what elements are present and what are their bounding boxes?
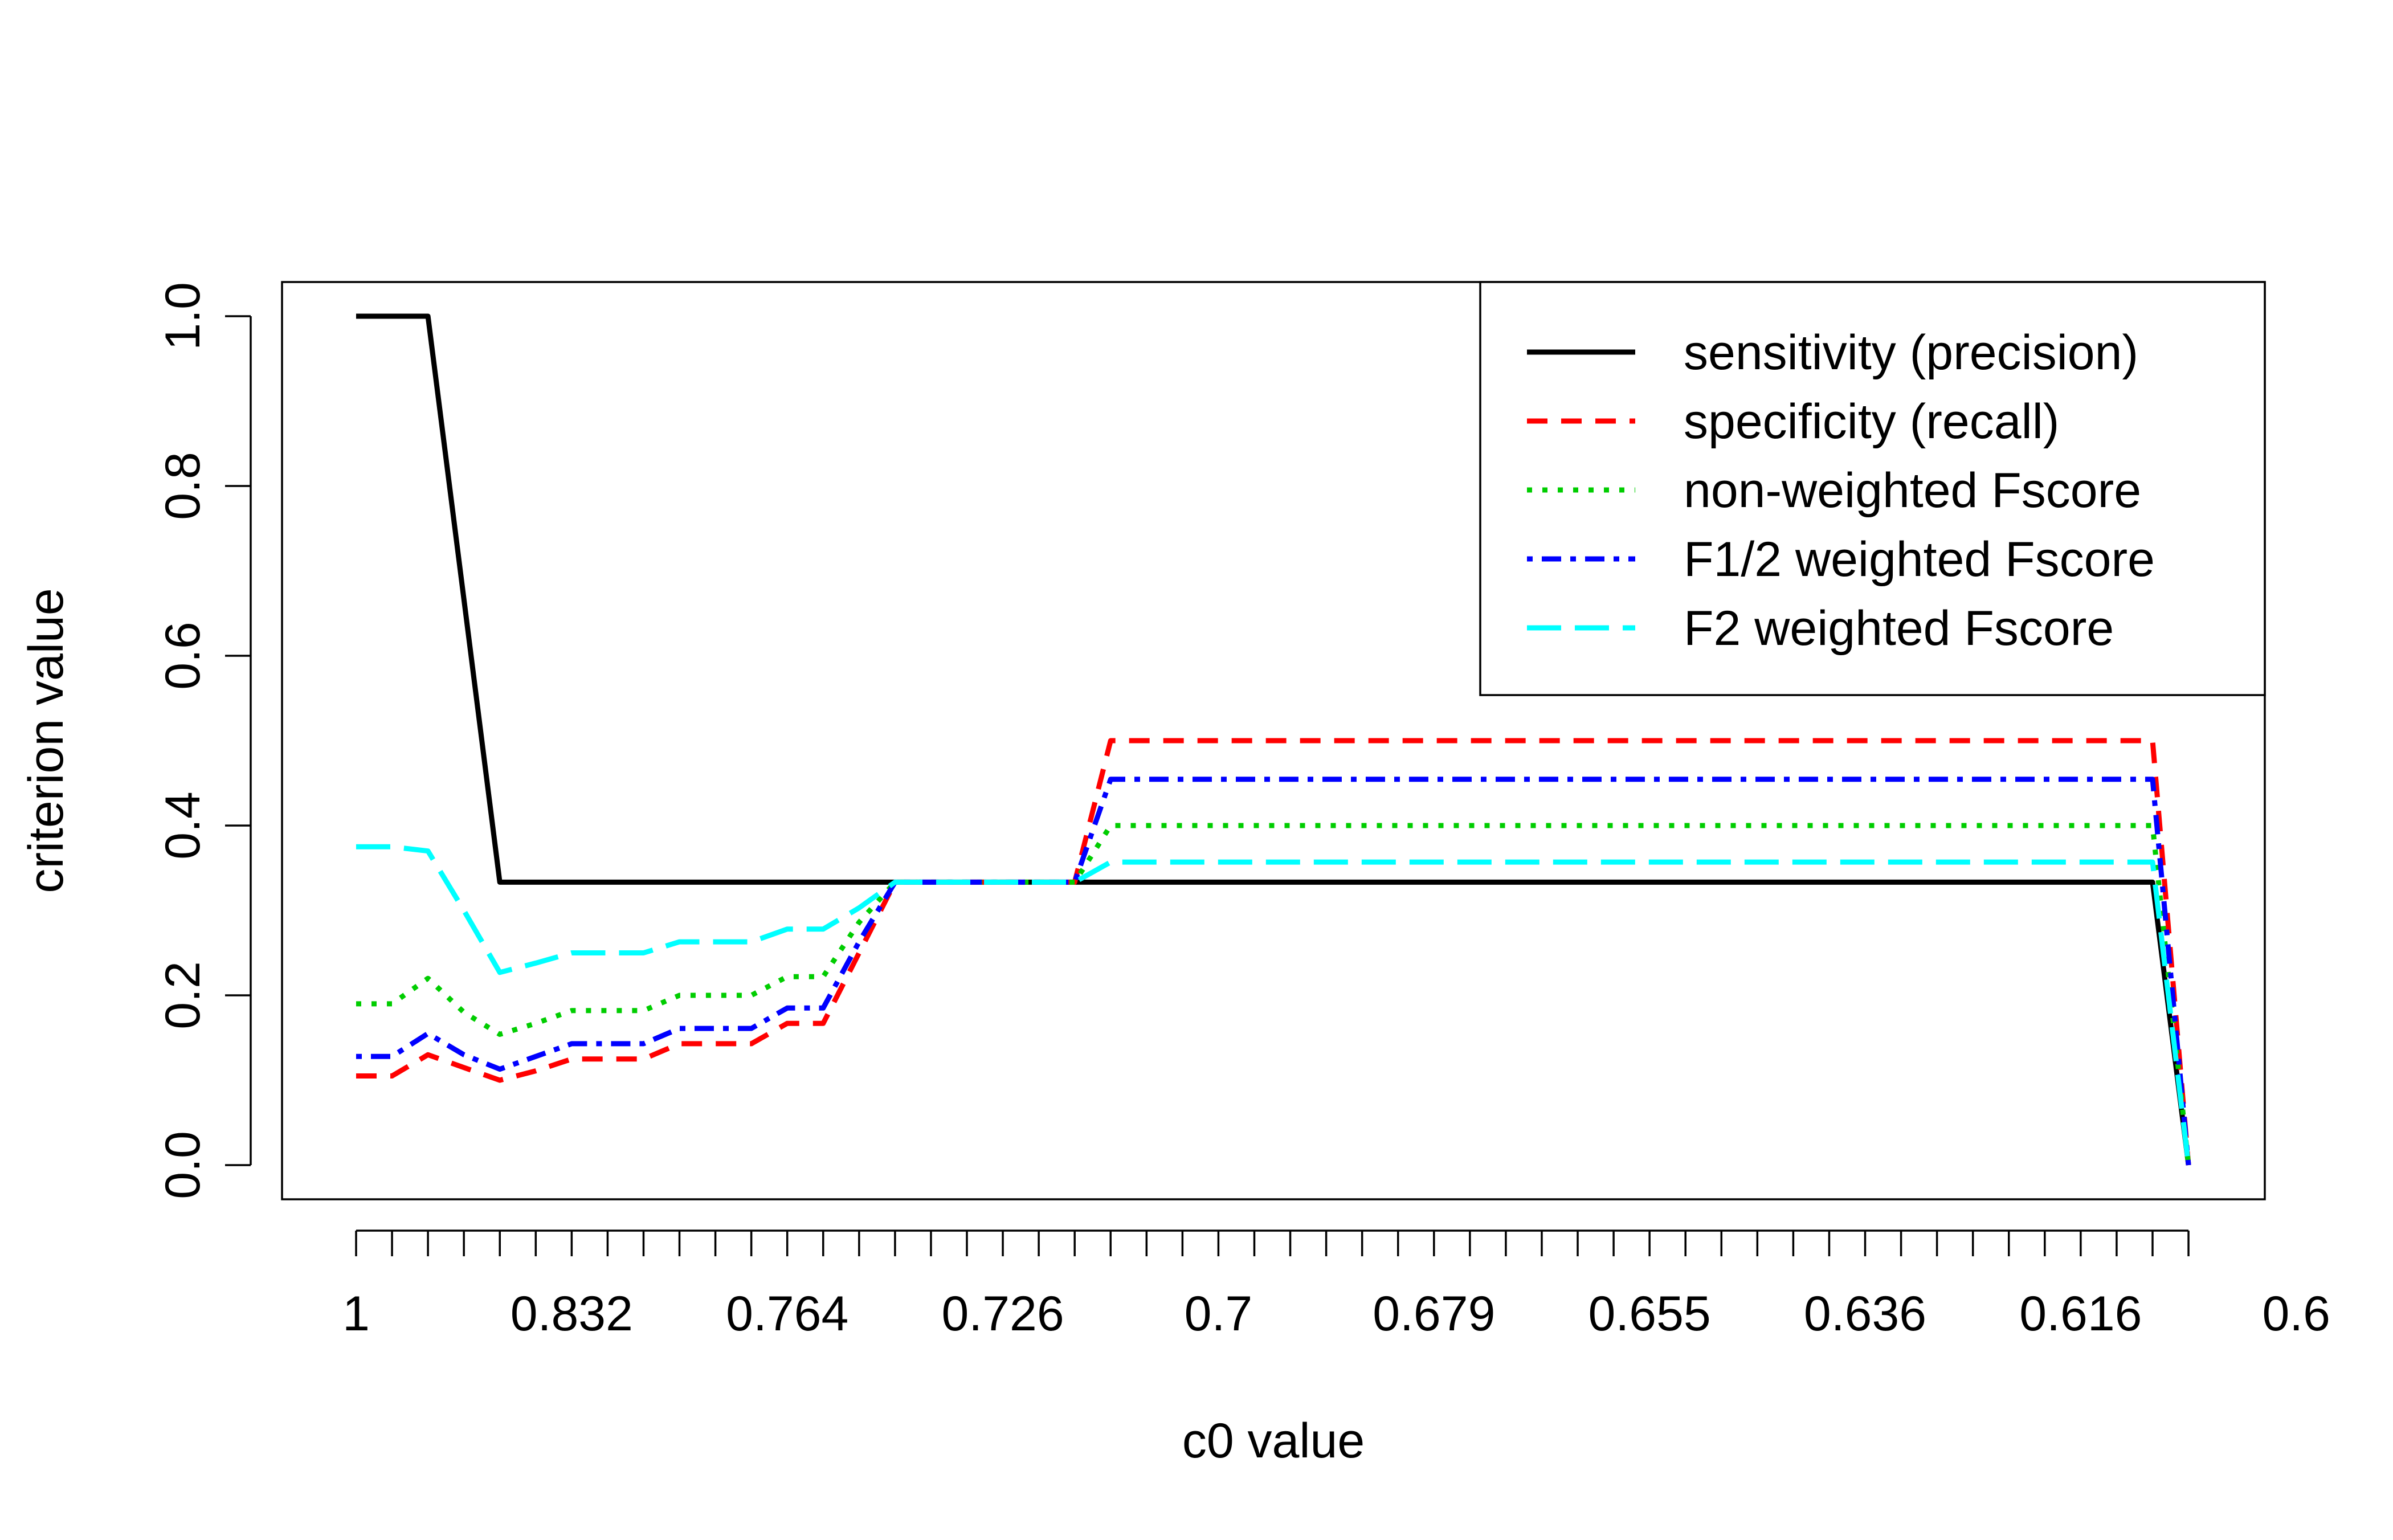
- x-tick-label: 1: [342, 1286, 370, 1341]
- plot-frame: [281, 281, 2266, 1200]
- series-line-2: [356, 738, 2191, 1166]
- x-tick-label: 0.655: [1588, 1286, 1711, 1341]
- series-line-5: [356, 844, 2191, 1166]
- x-tick-label: 0.6: [2262, 1286, 2330, 1341]
- legend-label: F2 weighted Fscore: [1684, 601, 2114, 656]
- y-tick-label: 1.0: [156, 282, 210, 350]
- series-line-3: [356, 823, 2191, 1166]
- x-tick-label: 0.832: [511, 1286, 633, 1341]
- x-axis: 1 0.832 0.764 0.726 0.7 0.679 0.655 0.636 0.616 0…: [342, 1229, 2330, 1341]
- x-tick-label: 0.764: [726, 1286, 848, 1341]
- x-tick-label: 0.679: [1373, 1286, 1495, 1341]
- y-tick-label: 0.0: [156, 1131, 210, 1199]
- x-tick-label: 0.726: [941, 1286, 1064, 1341]
- series-line-4: [356, 777, 2191, 1166]
- legend-label: F1/2 weighted Fscore: [1684, 532, 2155, 587]
- series-layer: [356, 313, 2191, 1166]
- y-tick-label: 0.2: [156, 961, 210, 1030]
- y-axis-label: criterion value: [19, 588, 73, 893]
- x-axis-label: c0 value: [1182, 1414, 1365, 1468]
- y-tick-label: 0.4: [156, 791, 210, 860]
- legend: sensitivity (precision) specificity (reca…: [1479, 281, 2266, 696]
- legend-label: specificity (recall): [1684, 394, 2059, 449]
- y-tick-label: 0.8: [156, 452, 210, 520]
- x-tick-label: 0.636: [1804, 1286, 1926, 1341]
- y-axis: 0.0 0.2 0.4 0.6 0.8 1.0: [156, 282, 252, 1199]
- legend-label: non-weighted Fscore: [1684, 463, 2141, 518]
- x-tick-label: 0.7: [1185, 1286, 1253, 1341]
- legend-label: sensitivity (precision): [1684, 325, 2138, 380]
- series-line-1: [356, 313, 2191, 1166]
- y-tick-label: 0.6: [156, 622, 210, 690]
- x-tick-label: 0.616: [2019, 1286, 2142, 1341]
